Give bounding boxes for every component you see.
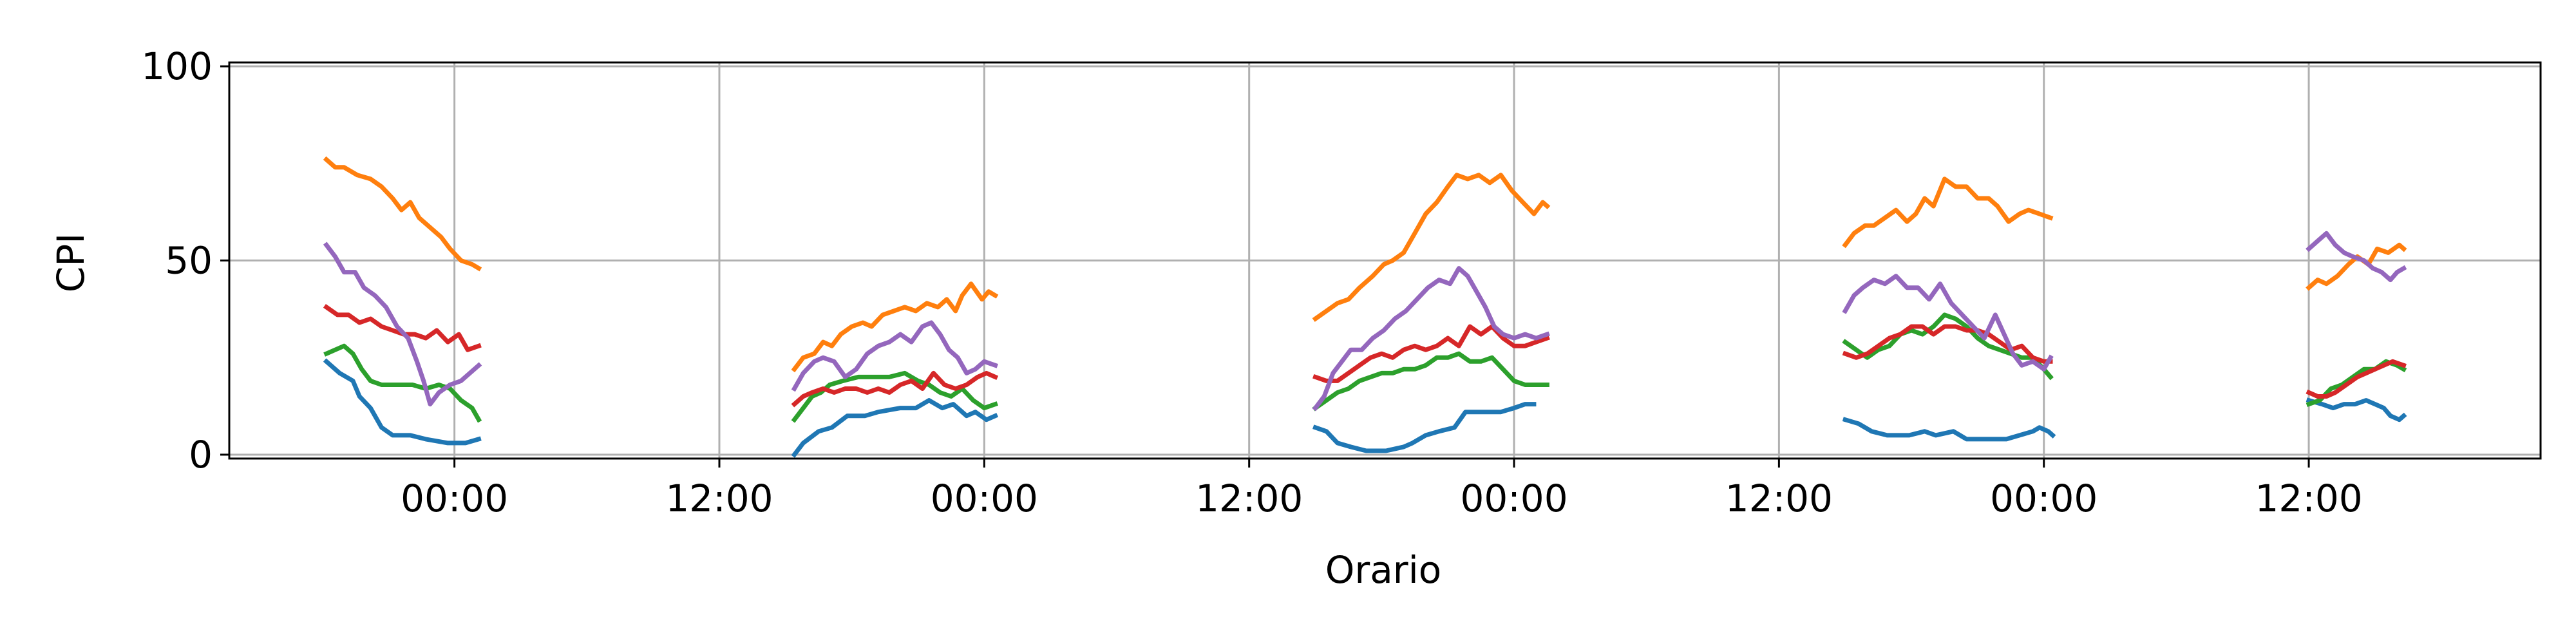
- y-axis: 0 50 100: [141, 44, 229, 477]
- series-3: [323, 312, 2407, 423]
- series-4: [323, 304, 2407, 408]
- series-2: [323, 156, 2407, 373]
- series-line-segment: [1842, 417, 2056, 442]
- y-tick-label: 50: [165, 239, 213, 283]
- x-tick-label: 00:00: [1990, 477, 2098, 520]
- grid-lines: [229, 62, 2541, 459]
- x-axis: 00:00 12:00 00:00 12:00 00:00 12:00 00:00 12:00: [401, 459, 2363, 520]
- series-line-segment: [791, 370, 998, 423]
- series-line-segment: [323, 156, 482, 272]
- series-line-segment: [323, 304, 482, 352]
- x-tick-label: 12:00: [1195, 477, 1303, 520]
- series-line-segment: [1312, 351, 1549, 412]
- series-line-segment: [2306, 359, 2407, 399]
- x-tick-label: 00:00: [1460, 477, 1567, 520]
- series-line-segment: [1312, 402, 1537, 453]
- series-line-segment: [1842, 274, 2054, 372]
- series-line-segment: [791, 281, 999, 373]
- x-axis-label: Orario: [1325, 548, 1442, 592]
- series-line-segment: [2306, 397, 2407, 422]
- series-line-segment: [323, 343, 482, 423]
- series-line-segment: [1842, 324, 2053, 364]
- series-line-segment: [791, 398, 999, 458]
- x-tick-label: 00:00: [931, 477, 1038, 520]
- series-line-segment: [1312, 173, 1551, 322]
- series-line-segment: [2306, 231, 2407, 283]
- y-axis-label: CPI: [49, 233, 93, 293]
- series-5: [323, 231, 2407, 412]
- x-tick-label: 12:00: [2255, 477, 2362, 520]
- series-line-segment: [1842, 176, 2054, 249]
- series-line-segment: [1312, 266, 1550, 412]
- series-line-segment: [791, 370, 999, 408]
- y-tick-label: 0: [189, 433, 213, 477]
- x-tick-label: 12:00: [1725, 477, 1833, 520]
- y-tick-label: 100: [141, 44, 213, 88]
- series-line-segment: [323, 358, 482, 446]
- series-line-segment: [323, 242, 482, 407]
- x-tick-label: 00:00: [401, 477, 508, 520]
- series-lines: [323, 156, 2407, 458]
- series-line-segment: [1312, 324, 1550, 383]
- x-tick-label: 12:00: [665, 477, 773, 520]
- series-line-segment: [1842, 312, 2054, 381]
- series-1: [323, 358, 2407, 458]
- series-line-segment: [791, 320, 998, 392]
